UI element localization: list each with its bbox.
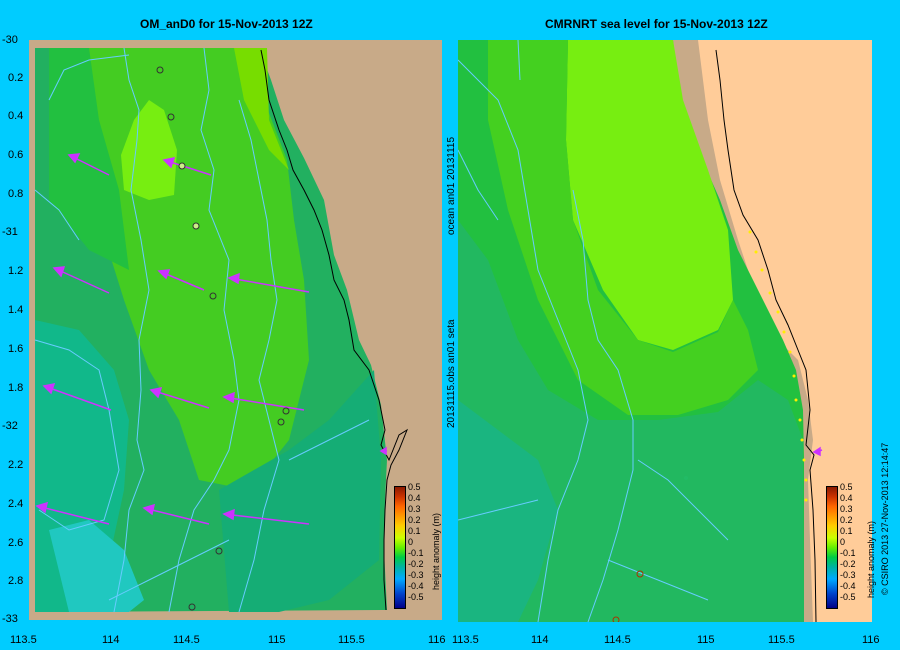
colorbar-tick: 0.2 bbox=[408, 515, 421, 525]
sla-contours bbox=[34, 47, 370, 613]
colorbar-tick: -0.4 bbox=[408, 581, 424, 591]
colorbar-tick: -0.3 bbox=[840, 570, 856, 580]
right-map-title: CMRNRT sea level for 15-Nov-2013 12Z bbox=[545, 17, 768, 31]
x-tick: 116 bbox=[428, 634, 446, 646]
colorbar-tick: -0.4 bbox=[840, 581, 856, 591]
y-tick: 0.8 bbox=[8, 188, 24, 200]
anomaly-band bbox=[121, 100, 177, 200]
coastline bbox=[260, 49, 409, 611]
x-tick: 113.5 bbox=[452, 634, 479, 646]
x-tick: 116 bbox=[862, 634, 880, 646]
anomaly-band bbox=[458, 400, 558, 622]
y-tick: -31 bbox=[2, 226, 18, 238]
current-arrows bbox=[35, 153, 387, 525]
y-tick: 1.4 bbox=[8, 304, 24, 316]
y-tick: -30 bbox=[2, 34, 18, 46]
colorbar-tick: 0.4 bbox=[408, 493, 421, 503]
x-tick: 115 bbox=[697, 634, 715, 646]
left-map-title: OM_anD0 for 15-Nov-2013 12Z bbox=[140, 17, 313, 31]
x-tick: 114.5 bbox=[173, 634, 200, 646]
colorbar-tick: -0.5 bbox=[408, 592, 424, 602]
observation-stations bbox=[156, 66, 290, 611]
station-marker bbox=[684, 476, 688, 480]
colorbar-tick: 0.1 bbox=[408, 526, 421, 536]
ocean-label: ocean an01 20131115 bbox=[446, 136, 457, 235]
colorbar-right bbox=[826, 486, 838, 609]
y-tick: 1.8 bbox=[8, 382, 24, 394]
y-tick: 2.6 bbox=[8, 537, 24, 549]
colorbar-tick: 0.2 bbox=[840, 515, 853, 525]
x-tick: 114.5 bbox=[604, 634, 631, 646]
y-tick: 2.4 bbox=[8, 498, 24, 510]
station-marker bbox=[612, 616, 620, 622]
colorbar-tick: 0.3 bbox=[840, 504, 853, 514]
run-label: 20131115.obs an01 seta bbox=[446, 319, 457, 428]
colorbar-tick: -0.5 bbox=[840, 592, 856, 602]
credit-label: © CSIRO 2013 27-Nov-2013 12:14:47 bbox=[880, 442, 890, 595]
colorbar-tick: -0.2 bbox=[840, 559, 856, 569]
anomaly-band bbox=[566, 40, 733, 350]
y-tick: -32 bbox=[2, 420, 18, 432]
x-tick: 115 bbox=[268, 634, 286, 646]
x-tick: 115.5 bbox=[338, 634, 365, 646]
x-tick: 114 bbox=[102, 634, 120, 646]
x-tick: 114 bbox=[531, 634, 549, 646]
left-map bbox=[29, 40, 442, 620]
anomaly-band bbox=[234, 48, 289, 170]
station-marker bbox=[636, 570, 644, 578]
y-tick: 0.2 bbox=[8, 72, 24, 84]
y-tick: 1.6 bbox=[8, 343, 24, 355]
current-arrow bbox=[812, 446, 823, 457]
y-tick: 1.2 bbox=[8, 265, 24, 277]
anomaly-band bbox=[49, 520, 144, 612]
colorbar-tick: 0 bbox=[840, 537, 846, 547]
y-tick: 0.6 bbox=[8, 149, 24, 161]
colorbar-tick: 0.4 bbox=[840, 493, 853, 503]
colorbar-label: height anomaly (m) bbox=[431, 512, 441, 590]
y-tick: 0.4 bbox=[8, 110, 24, 122]
y-tick: 2.8 bbox=[8, 575, 24, 587]
colorbar-label: height anomaly (m) bbox=[866, 520, 876, 598]
sla-contours bbox=[458, 40, 729, 622]
anomaly-band bbox=[488, 40, 758, 415]
colorbar-tick: 0.5 bbox=[840, 482, 853, 492]
y-tick: 2.2 bbox=[8, 459, 24, 471]
colorbar-tick: -0.1 bbox=[840, 548, 856, 558]
colorbar-tick: 0.3 bbox=[408, 504, 421, 514]
anomaly-band bbox=[219, 370, 381, 612]
right-map bbox=[458, 40, 872, 622]
colorbar-tick: -0.2 bbox=[408, 559, 424, 569]
colorbar-tick: -0.3 bbox=[408, 570, 424, 580]
colorbar-tick: 0.1 bbox=[840, 526, 853, 536]
colorbar-tick: 0 bbox=[408, 537, 414, 547]
coastline bbox=[715, 49, 817, 622]
colorbar-tick: 0.5 bbox=[408, 482, 421, 492]
colorbar-left bbox=[394, 486, 406, 609]
observation-stations bbox=[748, 230, 808, 502]
anomaly-band bbox=[49, 48, 129, 270]
shelf bbox=[673, 40, 813, 622]
x-tick: 115.5 bbox=[768, 634, 795, 646]
x-tick: 113.5 bbox=[10, 634, 37, 646]
y-tick: -33 bbox=[2, 613, 18, 625]
colorbar-tick: -0.1 bbox=[408, 548, 424, 558]
